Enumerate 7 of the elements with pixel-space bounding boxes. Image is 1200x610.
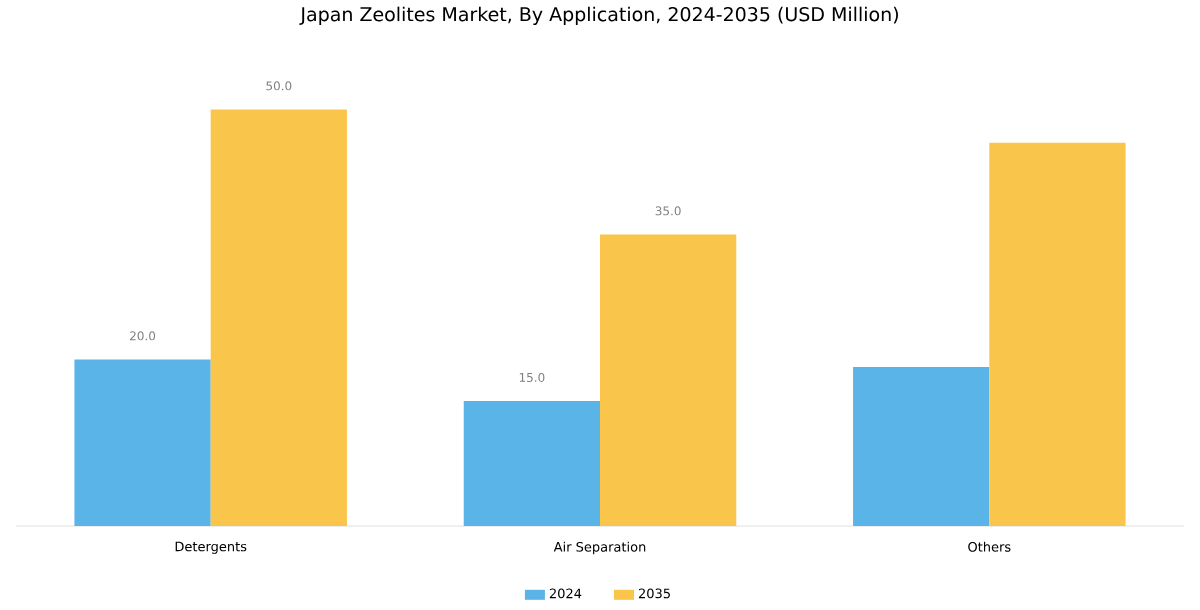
bar (74, 359, 211, 527)
bar (853, 367, 990, 527)
chart-title: Japan Zeolites Market, By Application, 2024-2035 (USD Million) (299, 7, 898, 26)
bar (463, 401, 601, 527)
bar (989, 143, 1126, 527)
bar (210, 109, 347, 527)
bar (600, 234, 737, 527)
